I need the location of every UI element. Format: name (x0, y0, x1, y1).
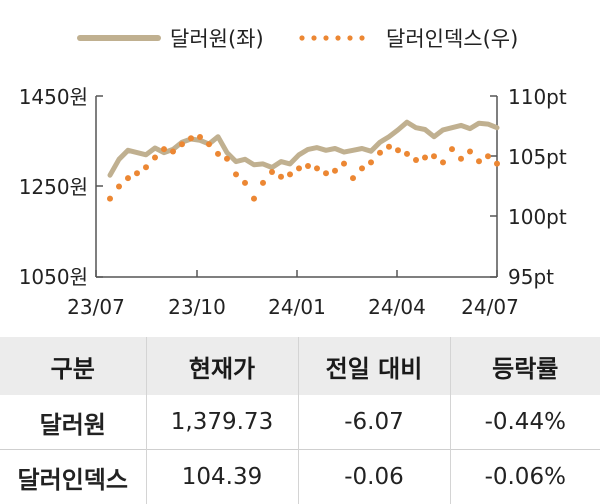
series-point-dxy (206, 141, 212, 148)
series-point-dxy (287, 171, 293, 178)
series-point-dxy (116, 183, 122, 190)
series-point-dxy (125, 175, 131, 182)
series-point-dxy (377, 149, 383, 156)
series-point-dxy (233, 171, 239, 178)
x-tick-label: 24/01 (268, 295, 326, 319)
legend-label-dxy: 달러인덱스(우) (386, 27, 518, 51)
series-point-dxy (332, 167, 338, 174)
left-tick-label: 1450원 (19, 85, 88, 109)
header-change: 전일 대비 (297, 337, 450, 395)
series-point-dxy (458, 155, 464, 162)
x-ticks (95, 270, 498, 277)
series-point-dxy (341, 160, 347, 167)
series-line-usdkrw (107, 119, 500, 178)
series-point-dxy (224, 155, 230, 162)
series-point-dxy (368, 159, 374, 166)
header-rate: 등락률 (449, 337, 600, 395)
series-point-dxy (386, 143, 392, 150)
series-point-dxy (107, 195, 113, 202)
fx-line-chart: 달러원(좌) 달러인덱스(우) 1450원 1250원 (19, 27, 567, 319)
series-point-dxy (323, 170, 329, 177)
plot-area (107, 119, 500, 202)
right-ticks (490, 95, 497, 278)
right-axis-labels: 110pt 105pt 100pt 95pt (508, 85, 567, 289)
row-rate: -0.44% (449, 395, 600, 450)
left-tick-label: 1050원 (19, 265, 88, 289)
left-ticks (96, 95, 103, 278)
series-point-dxy (422, 154, 428, 161)
right-tick-label: 100pt (508, 205, 567, 229)
row-rate: -0.06% (449, 449, 600, 504)
row-price: 1,379.73 (145, 395, 298, 450)
series-point-dxy (134, 170, 140, 177)
table-header-row: 구분 현재가 전일 대비 등락률 (0, 337, 600, 395)
series-point-dxy (413, 157, 419, 163)
series-point-dxy (350, 175, 356, 182)
series-point-dxy (179, 141, 185, 148)
row-price: 104.39 (145, 449, 298, 504)
series-point-dxy (152, 154, 158, 161)
legend-label-usdkrw: 달러원(좌) (170, 27, 264, 51)
series-point-dxy (494, 160, 500, 167)
series-point-dxy (251, 195, 257, 202)
x-tick-label: 24/07 (461, 295, 519, 319)
x-tick-label: 23/07 (67, 295, 125, 319)
series-point-dxy (431, 153, 437, 160)
series-point-dxy (476, 158, 482, 165)
series-point-dxy (305, 163, 311, 169)
quote-table: 구분 현재가 전일 대비 등락률 달러원 1,379.73 -6.07 -0.4… (0, 337, 600, 504)
header-price: 현재가 (145, 337, 298, 395)
left-tick-label: 1250원 (19, 175, 88, 199)
series-point-dxy (242, 179, 248, 186)
row-name: 달러인덱스 (0, 449, 146, 504)
header-category: 구분 (0, 337, 146, 395)
left-axis-labels: 1450원 1250원 1050원 (19, 85, 88, 289)
series-point-dxy (269, 169, 275, 175)
series-point-dxy (260, 179, 266, 186)
series-point-dxy (314, 165, 320, 172)
series-point-dxy (188, 135, 194, 142)
right-tick-label: 110pt (508, 85, 567, 109)
legend: 달러원(좌) 달러인덱스(우) (77, 27, 518, 51)
row-name: 달러원 (39, 410, 106, 439)
series-point-dxy (395, 147, 401, 154)
series-point-dxy (143, 164, 149, 171)
series-point-dxy (296, 165, 302, 172)
legend-swatch-dxy (299, 35, 365, 41)
axes (95, 96, 498, 278)
row-change: -0.06 (297, 449, 450, 504)
table-row: 달러인덱스 104.39 -0.06 -0.06% (0, 449, 600, 504)
series-point-dxy (278, 173, 284, 180)
x-tick-label: 23/10 (168, 295, 226, 319)
x-axis-labels: 23/07 23/10 24/01 24/04 24/07 (67, 295, 519, 319)
series-point-dxy (161, 146, 167, 153)
x-tick-label: 24/04 (368, 295, 426, 319)
series-point-dxy (197, 134, 203, 140)
series-point-dxy (485, 153, 491, 160)
right-tick-label: 105pt (508, 145, 567, 169)
row-change: -6.07 (297, 395, 450, 450)
series-point-dxy (170, 148, 176, 155)
series-point-dxy (449, 146, 455, 153)
series-point-dxy (440, 159, 446, 166)
series-point-dxy (404, 150, 410, 157)
series-point-dxy (467, 148, 473, 155)
series-point-dxy (359, 165, 365, 172)
right-tick-label: 95pt (508, 265, 554, 289)
table-row: 달러원 1,379.73 -6.07 -0.44% (0, 395, 600, 450)
series-point-dxy (215, 150, 221, 157)
